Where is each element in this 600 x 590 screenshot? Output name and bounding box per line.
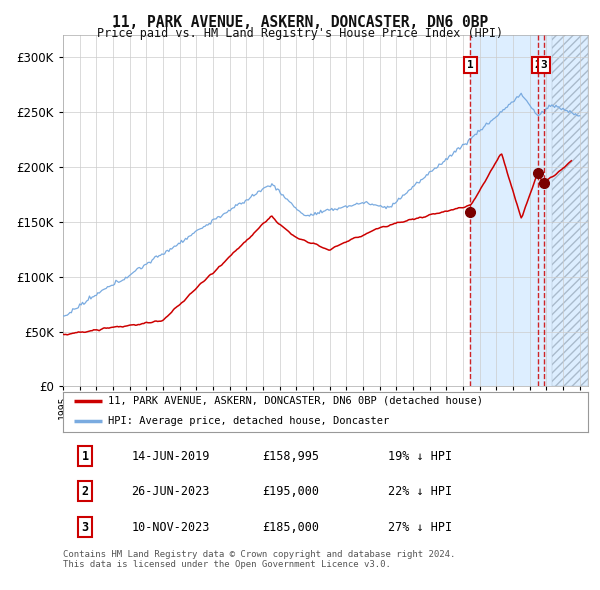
Text: 11, PARK AVENUE, ASKERN, DONCASTER, DN6 0BP: 11, PARK AVENUE, ASKERN, DONCASTER, DN6 …: [112, 15, 488, 30]
Text: Price paid vs. HM Land Registry's House Price Index (HPI): Price paid vs. HM Land Registry's House …: [97, 27, 503, 40]
Text: 26-JUN-2023: 26-JUN-2023: [131, 484, 209, 498]
Text: 1: 1: [82, 450, 89, 463]
Text: 11, PARK AVENUE, ASKERN, DONCASTER, DN6 0BP (detached house): 11, PARK AVENUE, ASKERN, DONCASTER, DN6 …: [107, 396, 482, 406]
Text: £185,000: £185,000: [263, 521, 320, 534]
Text: 3: 3: [82, 521, 89, 534]
Text: 2: 2: [82, 484, 89, 498]
Bar: [552, 35, 588, 386]
Text: 22% ↓ HPI: 22% ↓ HPI: [389, 484, 452, 498]
Text: Contains HM Land Registry data © Crown copyright and database right 2024.
This d: Contains HM Land Registry data © Crown c…: [63, 550, 455, 569]
Bar: [470, 35, 588, 386]
Text: HPI: Average price, detached house, Doncaster: HPI: Average price, detached house, Donc…: [107, 416, 389, 426]
Text: 14-JUN-2019: 14-JUN-2019: [131, 450, 209, 463]
Text: £158,995: £158,995: [263, 450, 320, 463]
Text: 10-NOV-2023: 10-NOV-2023: [131, 521, 209, 534]
Text: 2: 2: [535, 60, 541, 70]
Text: 1: 1: [467, 60, 474, 70]
Text: 27% ↓ HPI: 27% ↓ HPI: [389, 521, 452, 534]
Text: £195,000: £195,000: [263, 484, 320, 498]
Text: 3: 3: [541, 60, 547, 70]
Text: 19% ↓ HPI: 19% ↓ HPI: [389, 450, 452, 463]
